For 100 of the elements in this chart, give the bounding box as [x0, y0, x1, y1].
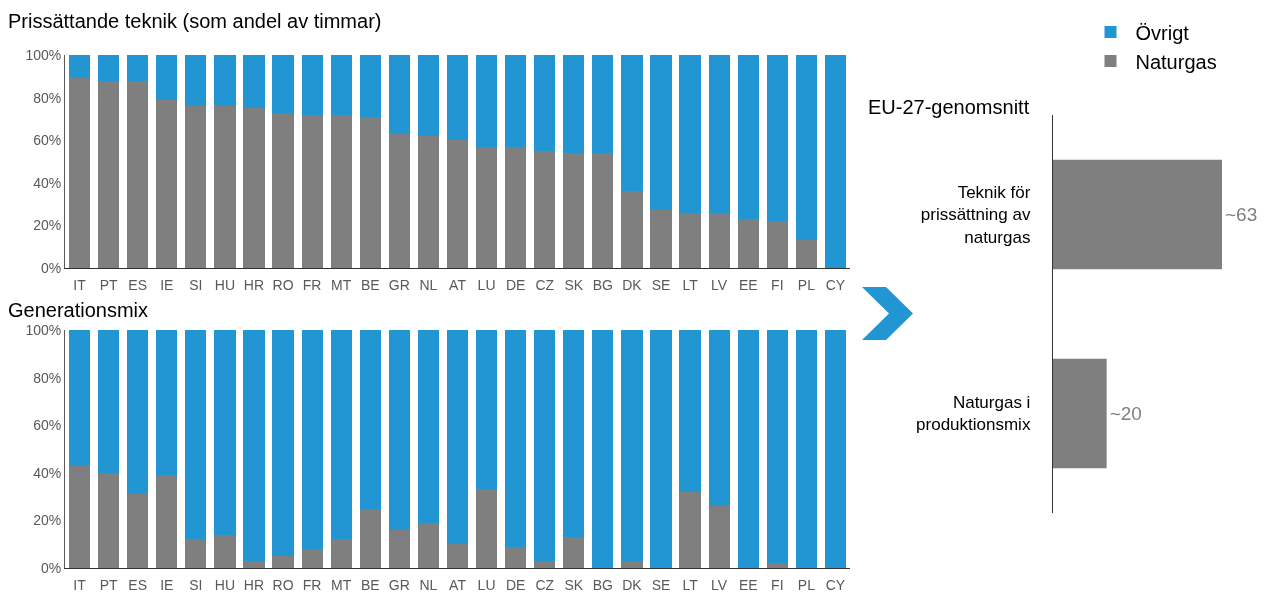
bar: [272, 55, 294, 113]
bar: [301, 330, 323, 549]
bar: [272, 330, 294, 557]
x-tick-label: BG: [592, 277, 613, 293]
x-tick-label: IE: [160, 577, 174, 593]
bar: [330, 330, 352, 540]
x-tick-label: IT: [73, 577, 87, 593]
bar: [824, 55, 847, 268]
x-tick-label: CY: [825, 277, 846, 293]
bar: [708, 330, 730, 507]
x-tick-label: LT: [682, 577, 699, 593]
bar: [621, 55, 643, 192]
bar: [534, 55, 556, 151]
bar: [156, 475, 178, 568]
bar: [330, 114, 352, 268]
bar: [214, 106, 236, 268]
x-tick-label: CZ: [535, 577, 555, 593]
bar: [824, 330, 847, 568]
bar: [417, 330, 440, 523]
bar: [679, 212, 701, 268]
legend-label: Övrigt: [1135, 21, 1190, 44]
bar: [301, 548, 323, 568]
bar: [446, 55, 469, 141]
bar: [330, 539, 352, 568]
bar: [417, 522, 440, 568]
bar: [68, 78, 91, 268]
bar: [185, 539, 207, 568]
x-tick-label: MT: [331, 277, 352, 293]
bar: [679, 55, 701, 213]
bar: [272, 556, 294, 568]
x-tick-label: GR: [388, 577, 410, 593]
bar: [98, 330, 120, 473]
x-tick-label: SE: [651, 277, 671, 293]
bar: [214, 330, 236, 535]
x-tick-label: GR: [388, 277, 410, 293]
x-tick-label: SK: [564, 277, 584, 293]
bar: [98, 55, 120, 81]
y-tick-label: 100%: [25, 46, 62, 63]
bar: [243, 330, 265, 561]
x-tick-label: LT: [682, 277, 699, 293]
x-tick-label: IE: [160, 277, 174, 293]
y-tick-label: 0%: [40, 259, 62, 276]
x-tick-label: HR: [243, 577, 265, 593]
bar: [475, 330, 498, 490]
bar: [708, 506, 730, 568]
bar: [621, 330, 643, 561]
x-tick-label: HR: [243, 277, 265, 293]
bar: [475, 489, 498, 568]
bar: [505, 146, 527, 268]
bar: [98, 472, 120, 568]
chart-title: Prissättande teknik (som andel av timmar): [8, 9, 382, 32]
y-tick-label: 80%: [33, 369, 62, 386]
x-tick-label: RO: [272, 577, 294, 593]
bar: [156, 330, 178, 476]
bar: [272, 112, 294, 268]
bar: [708, 212, 730, 268]
bar: [127, 330, 149, 495]
x-tick-label: RO: [272, 277, 294, 293]
x-tick-label: BE: [360, 577, 380, 593]
x-tick-label: ES: [128, 277, 148, 293]
bar: [592, 55, 614, 153]
bar: [127, 80, 149, 268]
bar: [301, 114, 323, 268]
x-tick-label: SI: [189, 577, 203, 593]
x-tick-label: PL: [797, 577, 816, 593]
bar: [359, 116, 381, 268]
x-tick-label: SK: [564, 577, 584, 593]
bar: [388, 330, 410, 530]
x-tick-label: FI: [771, 277, 784, 293]
x-tick-label: CZ: [535, 277, 555, 293]
bar: [766, 221, 788, 268]
bar: [679, 491, 701, 568]
x-tick-label: PT: [99, 277, 118, 293]
bar: [214, 55, 236, 107]
bar: [185, 106, 207, 268]
bar: [534, 150, 556, 268]
bar: [650, 210, 672, 268]
y-tick-label: 60%: [33, 417, 62, 434]
bar: [475, 55, 498, 147]
bar: [68, 330, 91, 466]
bar: [650, 330, 672, 568]
x-tick-label: PT: [99, 577, 118, 593]
x-tick-label: DK: [622, 277, 643, 293]
bar: [534, 330, 556, 561]
bar: [708, 55, 730, 213]
bar: [475, 146, 498, 268]
x-tick-label: SI: [189, 277, 203, 293]
x-tick-label: HU: [214, 577, 236, 593]
bar: [534, 560, 556, 568]
bar: [359, 55, 381, 117]
bar: [127, 494, 149, 568]
x-tick-label: EE: [738, 277, 758, 293]
x-tick-label: LV: [711, 577, 728, 593]
x-tick-label: LU: [477, 577, 496, 593]
x-tick-label: PL: [797, 277, 816, 293]
x-tick-label: CY: [825, 577, 846, 593]
bar: [446, 140, 469, 268]
x-tick-label: DK: [622, 577, 643, 593]
bar: [505, 546, 527, 568]
data-label: ~20: [1109, 403, 1142, 425]
